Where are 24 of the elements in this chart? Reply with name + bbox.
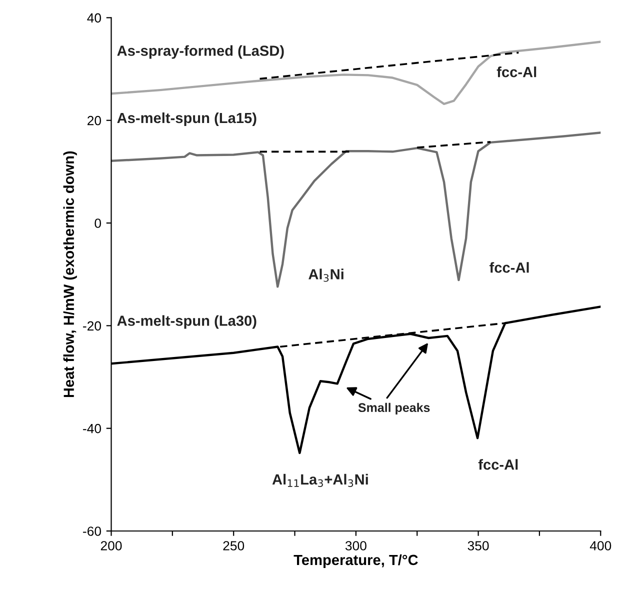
annotation: As-melt-spun (La30) xyxy=(117,315,256,329)
x-axis-title: Temperature, T/°C xyxy=(294,554,418,568)
line-series xyxy=(111,40,601,106)
x-tick-label: 300 xyxy=(345,541,366,550)
annotation: As-spray-formed (LaSD) xyxy=(117,45,284,59)
annotation: As-melt-spun (La15) xyxy=(117,112,256,126)
y-tick-label: 40 xyxy=(87,13,102,23)
x-tick-label: 200 xyxy=(100,541,122,550)
x-tick-label: 250 xyxy=(223,541,244,550)
annotation: fcc-Al xyxy=(496,66,536,78)
annotation: Small peaks xyxy=(358,402,430,415)
annotation: Al$_{11}$La$_{3}$+Al$_{3}$Ni xyxy=(272,474,368,487)
y-tick-label: 0 xyxy=(94,218,102,228)
y-tick-label: -60 xyxy=(83,526,102,536)
x-tick-label: 350 xyxy=(468,541,489,550)
y-axis-title: Heat flow, H/mW (exothermic down) xyxy=(63,151,77,398)
y-tick-label: -40 xyxy=(83,424,102,434)
annotation: Al$_{3}$Ni xyxy=(308,268,344,282)
y-tick-label: 20 xyxy=(88,116,102,126)
y-tick-label: -20 xyxy=(83,321,102,331)
annotation: fcc-Al xyxy=(478,459,518,470)
x-tick-label: 400 xyxy=(590,541,612,550)
line-series xyxy=(111,132,601,288)
annotation: fcc-Al xyxy=(490,262,529,273)
